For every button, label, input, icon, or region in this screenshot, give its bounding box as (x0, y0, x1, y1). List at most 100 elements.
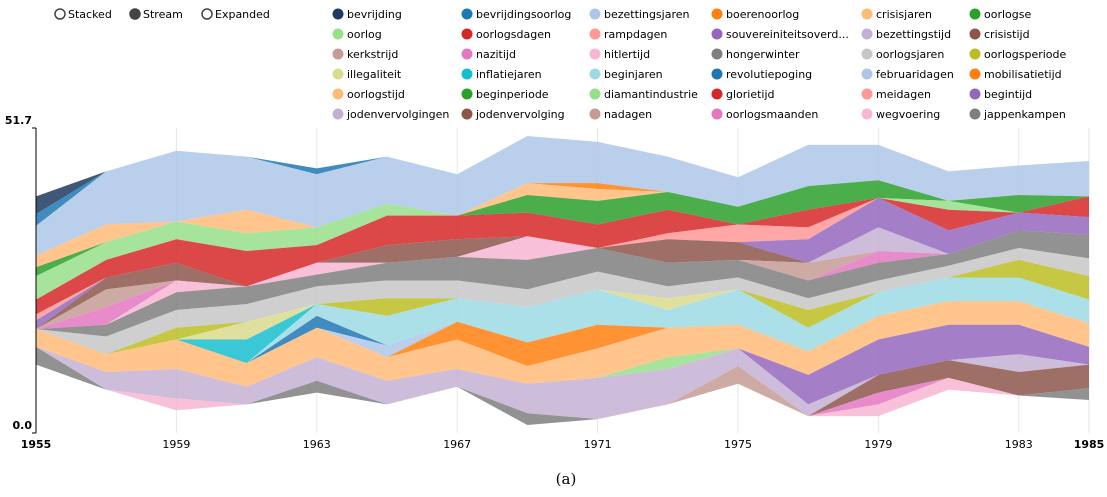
x-tick-label: 1975 (724, 438, 752, 451)
stream-layer (36, 301, 1089, 367)
legend-swatch[interactable] (332, 48, 344, 60)
legend-label[interactable]: nazitijd (476, 48, 516, 61)
legend-label[interactable]: oorlogsjaren (876, 48, 944, 61)
legend-label[interactable]: begintijd (984, 88, 1032, 101)
legend-swatch[interactable] (711, 108, 723, 120)
x-tick-label: 1959 (162, 438, 190, 451)
legend-label[interactable]: wegvoering (876, 108, 940, 121)
legend-swatch[interactable] (861, 28, 873, 40)
legend-swatch[interactable] (589, 28, 601, 40)
legend-swatch[interactable] (969, 8, 981, 20)
legend-label[interactable]: mobilisatietijd (984, 68, 1062, 81)
legend-label[interactable]: oorlogsdagen (476, 28, 551, 41)
legend-swatch[interactable] (332, 8, 344, 20)
legend-label[interactable]: bevrijding (347, 8, 402, 21)
legend-swatch[interactable] (589, 88, 601, 100)
legend-swatch[interactable] (969, 88, 981, 100)
stream-layer (36, 259, 1089, 355)
legend-label[interactable]: jodenvervolging (475, 108, 565, 121)
legend-label[interactable]: beginjaren (604, 68, 663, 81)
radio[interactable] (201, 8, 213, 20)
legend-swatch[interactable] (969, 68, 981, 80)
legend-label[interactable]: illegaliteit (347, 68, 402, 81)
x-tick-label: 1971 (584, 438, 612, 451)
legend-label[interactable]: hongerwinter (726, 48, 800, 61)
legend-label[interactable]: februaridagen (876, 68, 954, 81)
stream-layer (36, 180, 1089, 268)
legend-label[interactable]: jappenkampen (983, 108, 1066, 121)
legend-swatch[interactable] (461, 88, 473, 100)
x-tick-label: 1983 (1005, 438, 1033, 451)
stream-layer (36, 248, 1089, 355)
x-tick-label: 1979 (864, 438, 892, 451)
legend-swatch[interactable] (861, 88, 873, 100)
legend-swatch[interactable] (461, 28, 473, 40)
legend-swatch[interactable] (589, 48, 601, 60)
legend-swatch[interactable] (589, 108, 601, 120)
radio[interactable] (54, 8, 66, 20)
caption: (a) (556, 470, 577, 488)
legend-swatch[interactable] (461, 48, 473, 60)
legend-swatch[interactable] (861, 108, 873, 120)
legend-swatch[interactable] (589, 8, 601, 20)
legend-label[interactable]: crisisjaren (876, 8, 932, 21)
legend-swatch[interactable] (711, 88, 723, 100)
legend-label[interactable]: souvereiniteitsoverd... (726, 28, 849, 41)
legend-label[interactable]: glorietijd (726, 88, 775, 101)
radio-label[interactable]: Stacked (68, 8, 112, 21)
stream-layer (36, 196, 1089, 315)
legend-label[interactable]: beginperiode (476, 88, 549, 101)
legend-label[interactable]: oorlogsperiode (984, 48, 1067, 61)
stream-layer (36, 277, 1089, 364)
legend-label[interactable]: inflatiejaren (476, 68, 542, 81)
legend-swatch[interactable] (711, 48, 723, 60)
legend-swatch[interactable] (861, 68, 873, 80)
legend-label[interactable]: boerenoorlog (726, 8, 799, 21)
x-tick-label: 1963 (303, 438, 331, 451)
stream-layer (36, 230, 1089, 330)
legend-swatch[interactable] (969, 28, 981, 40)
legend-swatch[interactable] (969, 48, 981, 60)
x-tick-label: 1967 (443, 438, 471, 451)
legend-swatch[interactable] (969, 108, 981, 120)
legend-swatch[interactable] (461, 68, 473, 80)
legend-swatch[interactable] (589, 68, 601, 80)
radio-label[interactable]: Expanded (215, 8, 270, 21)
radio[interactable] (129, 8, 141, 20)
legend-swatch[interactable] (332, 68, 344, 80)
stream-layer (36, 346, 1089, 420)
legend-label[interactable]: bezettingsjaren (604, 8, 690, 21)
legend-label[interactable]: jodenvervolgingen (346, 108, 449, 121)
legend-label[interactable]: kerkstrijd (347, 48, 398, 61)
legend-swatch[interactable] (332, 28, 344, 40)
legend-swatch[interactable] (461, 108, 473, 120)
legend-label[interactable]: revolutiepoging (726, 68, 812, 81)
legend-label[interactable]: oorlogstijd (347, 88, 405, 101)
legend-label[interactable]: bevrijdingsoorlog (476, 8, 571, 21)
legend-swatch[interactable] (332, 108, 344, 120)
legend-label[interactable]: meidagen (876, 88, 931, 101)
legend-swatch[interactable] (711, 28, 723, 40)
legend-swatch[interactable] (861, 8, 873, 20)
legend-label[interactable]: oorlogse (984, 8, 1031, 21)
legend-swatch[interactable] (711, 68, 723, 80)
legend-swatch[interactable] (332, 88, 344, 100)
legend-label[interactable]: oorlogsmaanden (726, 108, 818, 121)
stream-layer (36, 135, 1089, 256)
radio-label[interactable]: Stream (143, 8, 183, 21)
legend-label[interactable]: bezettingstijd (876, 28, 951, 41)
legend-label[interactable]: rampdagen (604, 28, 667, 41)
y-tick-label: 0.0 (13, 419, 33, 432)
legend-label[interactable]: nadagen (604, 108, 652, 121)
legend-swatch[interactable] (711, 8, 723, 20)
legend-label[interactable]: crisistijd (984, 28, 1030, 41)
stream-layer (36, 197, 1089, 330)
legend-label[interactable]: hitlertijd (604, 48, 650, 61)
legend-swatch[interactable] (861, 48, 873, 60)
stream-layer (36, 324, 1089, 405)
legend-label[interactable]: diamantindustrie (604, 88, 698, 101)
legend-label[interactable]: oorlog (347, 28, 382, 41)
legend-swatch[interactable] (461, 8, 473, 20)
y-tick-label: 51.7 (5, 114, 32, 127)
